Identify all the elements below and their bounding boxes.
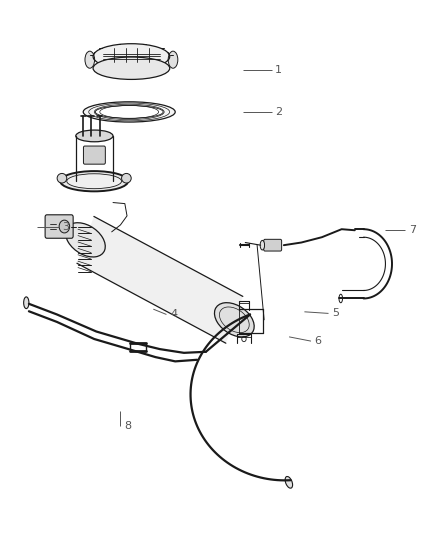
Ellipse shape (339, 294, 343, 303)
Ellipse shape (85, 51, 95, 68)
Ellipse shape (57, 173, 67, 183)
Ellipse shape (215, 303, 254, 337)
Ellipse shape (122, 173, 131, 183)
Text: 7: 7 (409, 225, 416, 235)
FancyBboxPatch shape (83, 146, 105, 164)
Ellipse shape (93, 44, 170, 69)
Text: 4: 4 (170, 310, 177, 319)
Ellipse shape (83, 102, 175, 122)
Text: 6: 6 (314, 336, 321, 346)
Circle shape (59, 220, 70, 233)
Ellipse shape (95, 106, 163, 118)
Ellipse shape (76, 130, 113, 142)
Ellipse shape (285, 477, 293, 488)
FancyBboxPatch shape (45, 215, 73, 238)
Text: 3: 3 (63, 222, 70, 231)
Ellipse shape (168, 51, 178, 68)
Ellipse shape (66, 223, 105, 257)
Ellipse shape (60, 171, 128, 191)
Text: 1: 1 (275, 66, 282, 75)
FancyBboxPatch shape (264, 239, 282, 251)
Ellipse shape (24, 297, 29, 309)
Text: 2: 2 (275, 107, 282, 117)
Ellipse shape (93, 57, 170, 79)
Polygon shape (77, 216, 243, 343)
Text: 8: 8 (124, 422, 131, 431)
Text: 5: 5 (332, 309, 339, 318)
Ellipse shape (260, 240, 265, 250)
Ellipse shape (67, 174, 122, 189)
